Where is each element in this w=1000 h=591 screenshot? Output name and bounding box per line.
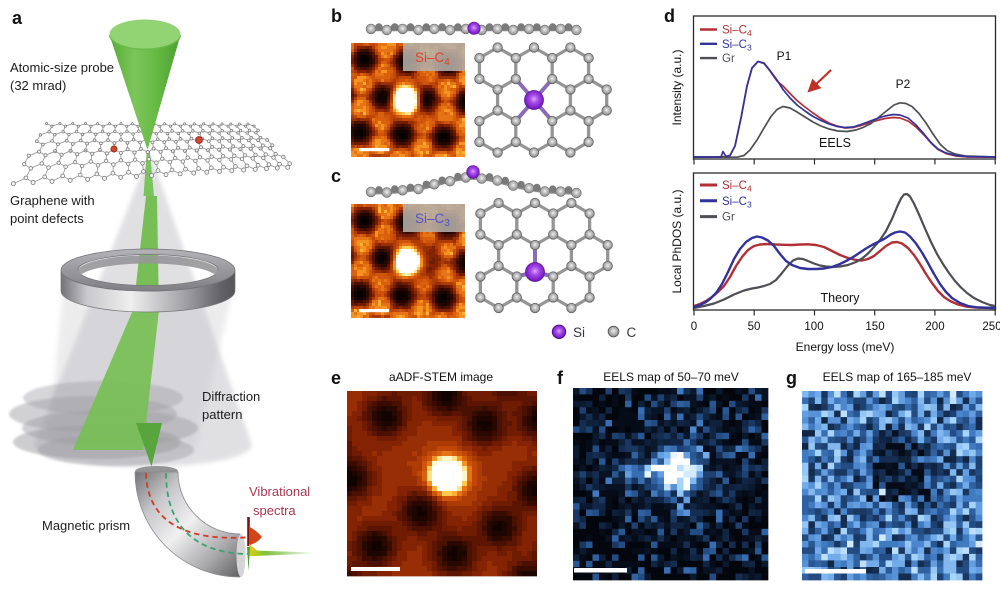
svg-text:Intensity (a.u.): Intensity (a.u.): [670, 49, 684, 125]
svg-text:b: b: [331, 6, 342, 26]
svg-text:g: g: [786, 368, 797, 388]
svg-text:point defects: point defects: [10, 211, 84, 226]
svg-text:150: 150: [865, 321, 884, 333]
svg-text:Si–C4: Si–C4: [722, 25, 752, 39]
svg-text:Atomic-size probe: Atomic-size probe: [10, 60, 114, 75]
svg-text:200: 200: [925, 321, 944, 333]
svg-text:Energy loss (meV): Energy loss (meV): [796, 340, 895, 354]
svg-text:P2: P2: [896, 77, 911, 91]
svg-text:Si–C4: Si–C4: [415, 50, 450, 68]
svg-text:Si–C3: Si–C3: [415, 211, 450, 229]
svg-text:Si–C4: Si–C4: [722, 180, 752, 194]
svg-text:Gr: Gr: [722, 212, 735, 224]
svg-text:aADF-STEM image: aADF-STEM image: [389, 370, 493, 384]
svg-text:EELS: EELS: [819, 136, 851, 150]
svg-text:f: f: [557, 368, 564, 388]
svg-text:spectra: spectra: [253, 503, 296, 518]
svg-text:Graphene with: Graphene with: [10, 193, 95, 208]
svg-text:Theory: Theory: [821, 291, 861, 305]
svg-text:50: 50: [748, 321, 761, 333]
svg-text:Si–C3: Si–C3: [722, 196, 752, 210]
svg-text:0: 0: [691, 321, 697, 333]
svg-text:e: e: [331, 368, 341, 388]
svg-text:EELS map of 165–185 meV: EELS map of 165–185 meV: [823, 370, 972, 384]
svg-text:Si–C3: Si–C3: [722, 39, 752, 53]
svg-text:c: c: [331, 166, 341, 186]
svg-text:d: d: [664, 6, 675, 26]
svg-text:EELS map of 50–70 meV: EELS map of 50–70 meV: [603, 370, 738, 384]
svg-text:a: a: [12, 8, 23, 28]
svg-text:Magnetic prism: Magnetic prism: [42, 518, 130, 533]
svg-text:pattern: pattern: [202, 407, 242, 422]
svg-text:C: C: [627, 325, 637, 340]
svg-text:Si: Si: [573, 325, 585, 340]
svg-text:Gr: Gr: [722, 53, 735, 65]
svg-text:(32 mrad): (32 mrad): [10, 78, 66, 93]
svg-text:100: 100: [804, 321, 823, 333]
svg-text:Vibrational: Vibrational: [249, 484, 310, 499]
svg-text:Local PhDOS (a.u.): Local PhDOS (a.u.): [670, 189, 684, 293]
svg-text:Diffraction: Diffraction: [202, 389, 260, 404]
svg-text:P1: P1: [777, 49, 792, 63]
svg-text:250: 250: [982, 321, 1000, 333]
